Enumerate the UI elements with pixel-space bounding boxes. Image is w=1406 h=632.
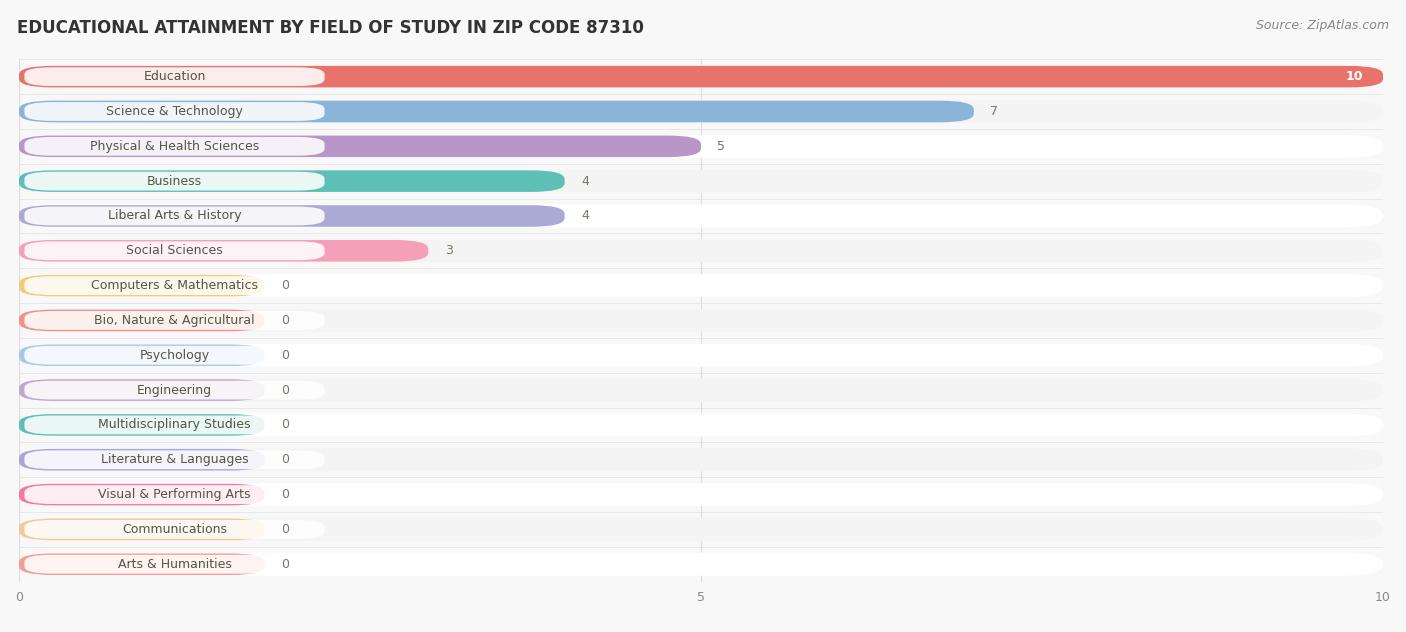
Text: 0: 0 (281, 314, 288, 327)
FancyBboxPatch shape (20, 519, 264, 540)
FancyBboxPatch shape (24, 241, 325, 260)
FancyBboxPatch shape (20, 379, 264, 401)
Text: Communications: Communications (122, 523, 226, 536)
FancyBboxPatch shape (20, 483, 1384, 506)
FancyBboxPatch shape (20, 344, 264, 366)
Text: 0: 0 (281, 279, 288, 292)
FancyBboxPatch shape (20, 171, 565, 192)
Text: Source: ZipAtlas.com: Source: ZipAtlas.com (1256, 19, 1389, 32)
FancyBboxPatch shape (20, 554, 264, 575)
Text: EDUCATIONAL ATTAINMENT BY FIELD OF STUDY IN ZIP CODE 87310: EDUCATIONAL ATTAINMENT BY FIELD OF STUDY… (17, 19, 644, 37)
Text: Education: Education (143, 70, 205, 83)
Text: 3: 3 (444, 245, 453, 257)
Text: Multidisciplinary Studies: Multidisciplinary Studies (98, 418, 250, 432)
Text: Literature & Languages: Literature & Languages (101, 453, 249, 466)
Text: Computers & Mathematics: Computers & Mathematics (91, 279, 259, 292)
Text: 0: 0 (281, 523, 288, 536)
Text: Bio, Nature & Agricultural: Bio, Nature & Agricultural (94, 314, 254, 327)
Text: 0: 0 (281, 418, 288, 432)
Text: 5: 5 (717, 140, 725, 153)
FancyBboxPatch shape (20, 135, 702, 157)
FancyBboxPatch shape (20, 344, 1384, 367)
FancyBboxPatch shape (20, 274, 1384, 297)
Text: Science & Technology: Science & Technology (105, 105, 243, 118)
FancyBboxPatch shape (20, 379, 1384, 401)
FancyBboxPatch shape (24, 415, 325, 434)
Text: Psychology: Psychology (139, 349, 209, 362)
FancyBboxPatch shape (20, 66, 1384, 87)
Text: 0: 0 (281, 349, 288, 362)
FancyBboxPatch shape (24, 67, 325, 86)
Text: Business: Business (148, 174, 202, 188)
FancyBboxPatch shape (24, 207, 325, 226)
FancyBboxPatch shape (24, 311, 325, 330)
Text: Visual & Performing Arts: Visual & Performing Arts (98, 488, 250, 501)
FancyBboxPatch shape (24, 276, 325, 295)
FancyBboxPatch shape (20, 414, 264, 435)
FancyBboxPatch shape (24, 172, 325, 190)
FancyBboxPatch shape (20, 240, 429, 262)
Text: 0: 0 (281, 384, 288, 397)
FancyBboxPatch shape (20, 240, 1384, 262)
Text: 10: 10 (1346, 70, 1362, 83)
FancyBboxPatch shape (20, 205, 1384, 228)
FancyBboxPatch shape (20, 65, 1384, 88)
FancyBboxPatch shape (24, 555, 325, 574)
FancyBboxPatch shape (20, 449, 264, 471)
FancyBboxPatch shape (20, 169, 1384, 193)
Text: 7: 7 (990, 105, 998, 118)
Text: 4: 4 (581, 174, 589, 188)
Text: Social Sciences: Social Sciences (127, 245, 224, 257)
FancyBboxPatch shape (20, 518, 1384, 541)
Text: Arts & Humanities: Arts & Humanities (118, 557, 232, 571)
FancyBboxPatch shape (20, 100, 974, 122)
FancyBboxPatch shape (20, 309, 1384, 332)
FancyBboxPatch shape (20, 310, 264, 331)
FancyBboxPatch shape (24, 451, 325, 469)
Text: 0: 0 (281, 453, 288, 466)
Text: 0: 0 (281, 557, 288, 571)
Text: 0: 0 (281, 488, 288, 501)
FancyBboxPatch shape (24, 137, 325, 155)
Text: Physical & Health Sciences: Physical & Health Sciences (90, 140, 259, 153)
Text: 4: 4 (581, 209, 589, 222)
FancyBboxPatch shape (20, 413, 1384, 437)
Text: Engineering: Engineering (136, 384, 212, 397)
FancyBboxPatch shape (20, 100, 1384, 123)
Text: Liberal Arts & History: Liberal Arts & History (108, 209, 242, 222)
FancyBboxPatch shape (20, 275, 264, 296)
FancyBboxPatch shape (20, 553, 1384, 576)
FancyBboxPatch shape (24, 346, 325, 365)
FancyBboxPatch shape (20, 135, 1384, 158)
FancyBboxPatch shape (24, 380, 325, 399)
FancyBboxPatch shape (24, 102, 325, 121)
FancyBboxPatch shape (20, 205, 565, 227)
FancyBboxPatch shape (20, 448, 1384, 471)
FancyBboxPatch shape (24, 485, 325, 504)
FancyBboxPatch shape (20, 483, 264, 506)
FancyBboxPatch shape (24, 520, 325, 539)
